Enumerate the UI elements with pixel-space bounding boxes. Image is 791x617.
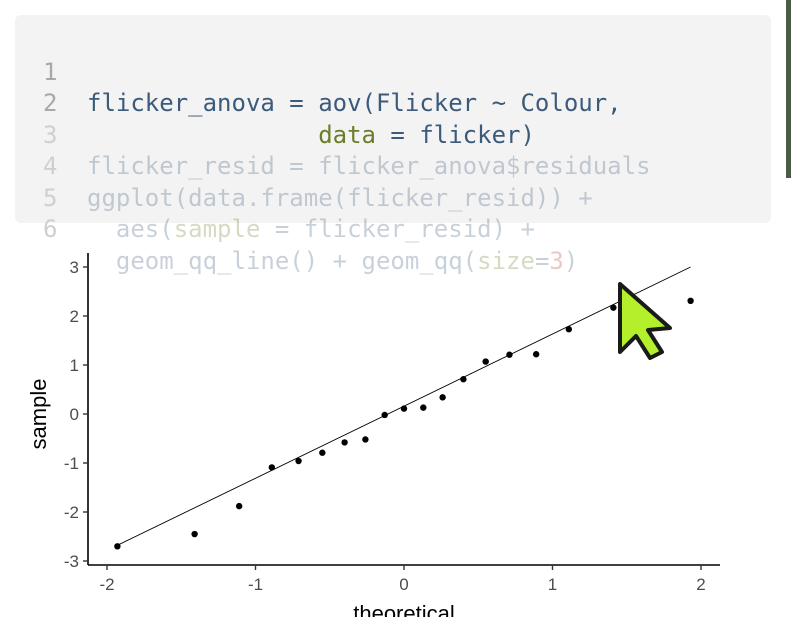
x-tick-label: 0 bbox=[399, 575, 408, 594]
code-text: aes(sample = flicker_resid) + bbox=[87, 215, 535, 243]
y-tick-label: -3 bbox=[64, 552, 79, 571]
window-edge bbox=[786, 0, 791, 178]
data-point bbox=[460, 376, 467, 383]
data-point bbox=[268, 464, 276, 471]
line-number: 5 bbox=[43, 183, 58, 212]
code-text: data = flicker) bbox=[318, 120, 535, 149]
code-block: 1 flicker_anova = aov(Flicker ~ Colour, … bbox=[15, 15, 771, 275]
data-point bbox=[341, 439, 348, 446]
mouse-pointer-icon bbox=[618, 282, 672, 360]
data-point bbox=[362, 436, 369, 443]
y-tick-label: -1 bbox=[64, 454, 79, 473]
line-number: 6 bbox=[43, 215, 58, 243]
code-line: 1 flicker_anova = aov(Flicker ~ Colour, bbox=[15, 25, 771, 118]
y-tick-label: 1 bbox=[70, 356, 79, 375]
x-axis-title: theoretical bbox=[353, 601, 455, 617]
data-point bbox=[506, 351, 513, 358]
qq-plot-svg: -3 -2 -1 0 1 2 3 -2 -1 0 1 2 theoretical sample bbox=[26, 253, 720, 617]
data-point bbox=[610, 304, 617, 311]
axes bbox=[83, 253, 720, 570]
line-number: 2 bbox=[43, 89, 58, 117]
line-number: 1 bbox=[43, 57, 58, 86]
code-text: geom_qq_line() + geom_qq(size=3) bbox=[87, 246, 579, 275]
y-tick-label: 0 bbox=[70, 405, 79, 424]
x-tick-label: -2 bbox=[99, 575, 114, 594]
y-tick-label: 3 bbox=[70, 258, 79, 277]
points-layer bbox=[114, 297, 694, 550]
data-point bbox=[687, 297, 694, 305]
code-line: 4 ggplot(data.frame(flicker_resid)) + bbox=[15, 120, 771, 212]
code-text: ggplot(data.frame(flicker_resid)) + bbox=[87, 183, 593, 212]
y-tick-label: -2 bbox=[64, 503, 79, 522]
data-point bbox=[235, 502, 243, 510]
y-axis-title: sample bbox=[26, 379, 51, 450]
line-number: 4 bbox=[43, 152, 58, 180]
data-point bbox=[482, 358, 489, 365]
x-tick-label: -1 bbox=[248, 575, 263, 594]
code-line: 6 geom_qq_line() + geom_qq(size=3) bbox=[15, 183, 771, 275]
data-point bbox=[114, 543, 121, 550]
code-line: 2 data = flicker) bbox=[15, 57, 771, 149]
y-tick-label: 2 bbox=[70, 307, 79, 326]
data-point bbox=[191, 530, 198, 538]
data-point bbox=[420, 404, 427, 411]
data-point bbox=[532, 351, 540, 358]
data-point bbox=[565, 326, 573, 333]
code-line: 3 flicker_resid = flicker_anova$residual… bbox=[15, 88, 771, 181]
data-point bbox=[439, 394, 446, 401]
labels-layer: -3 -2 -1 0 1 2 3 -2 -1 0 1 2 theoretical sample bbox=[26, 258, 706, 617]
code-text: flicker_anova = aov(Flicker ~ Colour, bbox=[87, 89, 622, 117]
data-point bbox=[319, 449, 326, 456]
x-tick-label: 2 bbox=[696, 575, 705, 594]
x-tick-label: 1 bbox=[548, 575, 557, 594]
data-point bbox=[381, 411, 388, 419]
qq-plot: -3 -2 -1 0 1 2 3 -2 -1 0 1 2 theoretical sample bbox=[0, 235, 791, 617]
line-number: 3 bbox=[43, 120, 58, 149]
code-line: 5 aes(sample = flicker_resid) + bbox=[15, 151, 771, 244]
data-point bbox=[295, 457, 302, 465]
code-text: flicker_resid = flicker_anova$residuals bbox=[87, 152, 651, 180]
data-point bbox=[400, 405, 408, 412]
